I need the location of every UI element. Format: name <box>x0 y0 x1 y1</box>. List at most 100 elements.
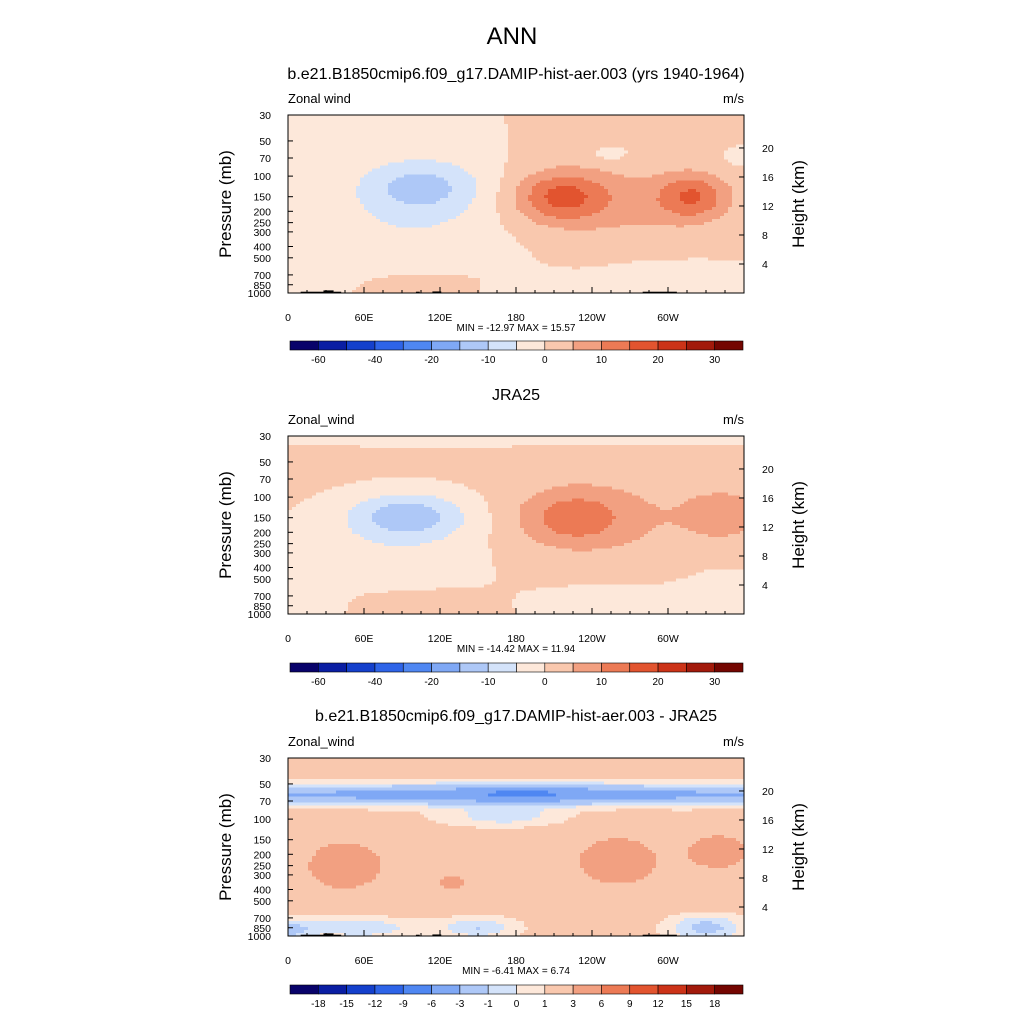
colorbar-box <box>459 340 489 351</box>
y-tick-label: 30 <box>259 753 271 765</box>
height-tick-label: 4 <box>762 580 768 592</box>
colorbar-box <box>459 662 489 673</box>
terrain <box>333 934 342 936</box>
y-tick-label: 50 <box>259 779 271 791</box>
y-tick-label: 1000 <box>248 288 272 300</box>
colorbar: -60 -40 -20 -10 0 10 20 30 <box>289 662 744 688</box>
y-tick-label: 30 <box>259 431 271 443</box>
colorbar-box <box>686 984 715 995</box>
terrain <box>432 934 442 936</box>
y-axis-label: Pressure (mb) <box>216 471 235 579</box>
min-max-label: MIN = -14.42 MAX = 11.94 <box>457 644 576 655</box>
y-tick-label: 100 <box>253 492 271 504</box>
colorbar-box <box>289 662 319 673</box>
panel-title: b.e21.B1850cmip6.f09_g17.DAMIP-hist-aer.… <box>287 66 744 83</box>
colorbar-box <box>601 984 631 995</box>
colorbar-label: -6 <box>427 999 436 1010</box>
colorbar-box <box>601 340 631 351</box>
min-max-label: MIN = -12.97 MAX = 15.57 <box>457 323 576 334</box>
colorbar-label: 9 <box>627 999 633 1010</box>
colorbar-label: -12 <box>368 999 383 1010</box>
panel-title: JRA25 <box>492 387 540 404</box>
colorbar-box <box>289 984 319 995</box>
height-tick-label: 8 <box>762 230 768 242</box>
y-tick-label: 400 <box>253 884 271 896</box>
colorbar-box <box>402 662 432 673</box>
colorbar-box <box>714 984 744 995</box>
terrain <box>642 291 677 293</box>
y-tick-label: 700 <box>253 591 271 603</box>
x-tick-label: 0 <box>285 312 291 324</box>
colorbar-box <box>318 984 347 995</box>
height-tick-label: 8 <box>762 551 768 563</box>
colorbar-label: 0 <box>542 355 548 366</box>
colorbar-box <box>629 662 659 673</box>
y-tick-label: 70 <box>259 796 271 808</box>
height-tick-label: 12 <box>762 844 774 856</box>
colorbar-label: -10 <box>481 677 496 688</box>
colorbar-label: 30 <box>709 355 721 366</box>
y-tick-label: 30 <box>259 110 271 122</box>
y-tick-label: 150 <box>253 835 271 847</box>
y-tick-label: 150 <box>253 192 271 204</box>
x-tick-label: 120E <box>428 633 453 645</box>
colorbar-label: -60 <box>311 355 326 366</box>
y-tick-label: 850 <box>253 923 271 935</box>
colorbar-box <box>657 984 687 995</box>
x-tick-label: 60E <box>355 633 374 645</box>
colorbar-box <box>572 984 602 995</box>
x-tick-label: 120E <box>428 312 453 324</box>
terrain <box>323 933 334 936</box>
height-tick-label: 4 <box>762 259 768 271</box>
height-tick-label: 16 <box>762 493 774 505</box>
y-tick-label: 850 <box>253 280 271 292</box>
colorbar: -60 -40 -20 -10 0 10 20 30 <box>289 340 744 366</box>
colorbar-label: 3 <box>570 999 576 1010</box>
y-axis-label-right: Height (km) <box>789 160 808 248</box>
colorbar-label: -20 <box>424 677 439 688</box>
y-tick-label: 100 <box>253 171 271 183</box>
x-tick-label: 120E <box>428 955 453 967</box>
y-axis-label-right: Height (km) <box>789 481 808 569</box>
y-tick-label: 300 <box>253 548 271 560</box>
colorbar-box <box>289 340 319 351</box>
x-tick-label: 60W <box>657 955 679 967</box>
contour-field <box>288 436 745 615</box>
colorbar-box <box>318 662 347 673</box>
right-string: m/s <box>723 412 744 427</box>
x-tick-label: 120W <box>578 633 606 645</box>
y-tick-label: 250 <box>253 218 271 230</box>
terrain <box>323 290 334 293</box>
colorbar: -18 -15 -12 -9 -6 -3 -1 0 1 3 6 9 12 15 18 <box>289 984 744 1010</box>
colorbar-box <box>657 340 687 351</box>
y-tick-label: 50 <box>259 457 271 469</box>
colorbar-label: -9 <box>399 999 408 1010</box>
panel-title: b.e21.B1850cmip6.f09_g17.DAMIP-hist-aer.… <box>315 708 717 725</box>
colorbar-box <box>431 340 461 351</box>
colorbar-label: 12 <box>653 999 665 1010</box>
colorbar-box <box>431 662 461 673</box>
x-tick-label: 0 <box>285 633 291 645</box>
height-tick-label: 4 <box>762 902 768 914</box>
colorbar-label: -40 <box>368 355 383 366</box>
terrain <box>415 291 420 293</box>
colorbar-box <box>544 984 574 995</box>
colorbar-box <box>487 984 517 995</box>
contour-field <box>288 758 745 937</box>
colorbar-box <box>374 340 404 351</box>
y-tick-label: 700 <box>253 913 271 925</box>
x-tick-label: 180 <box>507 312 525 324</box>
left-string: Zonal_wind <box>288 734 355 749</box>
y-tick-label: 850 <box>253 601 271 613</box>
colorbar-label: -18 <box>311 999 326 1010</box>
y-tick-label: 250 <box>253 861 271 873</box>
colorbar-label: 0 <box>542 677 548 688</box>
y-tick-label: 700 <box>253 270 271 282</box>
height-tick-label: 16 <box>762 815 774 827</box>
colorbar-box <box>572 662 602 673</box>
x-tick-label: 60W <box>657 633 679 645</box>
y-tick-label: 500 <box>253 896 271 908</box>
colorbar-box <box>402 340 432 351</box>
x-tick-label: 180 <box>507 955 525 967</box>
terrain <box>415 934 420 936</box>
